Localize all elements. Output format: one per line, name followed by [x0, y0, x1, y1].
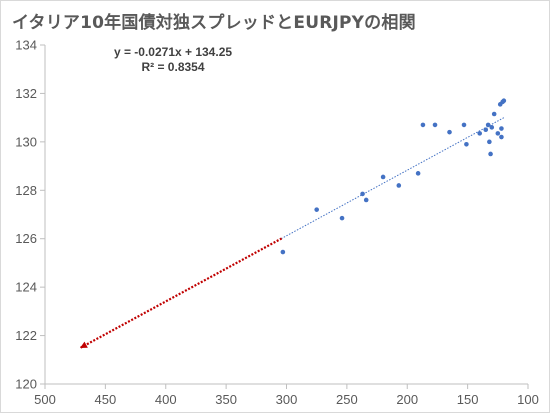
data-point	[415, 171, 421, 176]
y-tick-label: 124	[15, 280, 37, 295]
data-point	[380, 174, 386, 180]
y-tick-label: 132	[15, 86, 37, 101]
x-tick-label: 250	[336, 392, 358, 407]
data-point	[495, 131, 501, 136]
x-tick-label: 400	[155, 392, 177, 407]
y-tick-label: 130	[15, 134, 37, 149]
data-point	[485, 122, 491, 128]
data-point	[499, 134, 504, 140]
data-point	[477, 131, 483, 136]
data-point	[464, 141, 469, 147]
trendline-equation: y = -0.0271x + 134.25	[114, 45, 232, 59]
x-tick-label: 350	[215, 392, 237, 407]
y-tick-label: 120	[15, 377, 37, 392]
x-tick-label: 450	[95, 392, 117, 407]
data-point	[491, 111, 497, 117]
data-point	[360, 191, 365, 197]
data-points	[280, 98, 507, 255]
trendline-r-squared: R² = 0.8354	[141, 60, 204, 74]
y-tick-label: 122	[15, 328, 37, 343]
forecast-arrowhead	[80, 341, 88, 349]
x-tick-label: 200	[396, 392, 418, 407]
data-point	[280, 249, 286, 255]
axes: 500 450 400 350 300 250 200 150 100 120 122 124 126 1…	[15, 38, 539, 408]
data-point	[488, 151, 493, 157]
data-point	[447, 129, 452, 135]
data-point	[501, 98, 507, 103]
data-point	[432, 122, 438, 128]
chart-title: イタリア10年国債対独スプレッドとEURJPYの相関	[12, 13, 416, 33]
x-tick-label: 500	[34, 392, 56, 407]
forecast-line	[79, 237, 283, 349]
data-point	[339, 215, 345, 221]
trendline-group	[79, 117, 505, 349]
data-point	[363, 197, 369, 203]
data-point	[487, 139, 492, 145]
data-point	[420, 122, 426, 128]
x-tick-label: 150	[457, 392, 479, 407]
data-point	[314, 207, 319, 212]
data-point	[499, 126, 504, 131]
data-point	[483, 127, 489, 133]
y-tick-label: 128	[15, 183, 37, 198]
x-tick-label: 100	[517, 392, 539, 407]
y-tick-label: 134	[15, 38, 37, 53]
y-tick-label: 126	[15, 231, 37, 246]
trendline	[281, 117, 505, 239]
data-point	[396, 183, 402, 188]
data-point	[461, 122, 467, 128]
data-point	[489, 125, 495, 130]
x-tick-label: 300	[276, 392, 298, 407]
